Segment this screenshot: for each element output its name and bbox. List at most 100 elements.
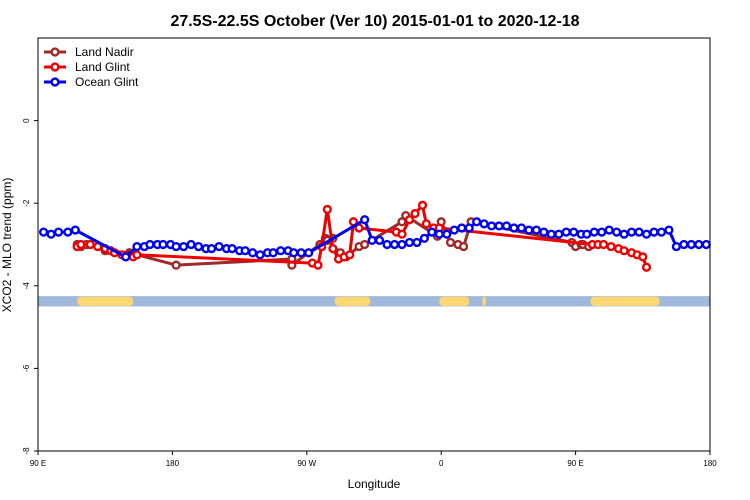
- data-point: [524, 225, 534, 235]
- data-point: [434, 229, 444, 239]
- legend-swatch-marker: [50, 62, 60, 72]
- data-point: [85, 239, 95, 250]
- legend-item: Land Glint: [44, 60, 130, 74]
- data-point: [472, 217, 482, 227]
- data-point: [207, 244, 217, 254]
- data-point: [679, 239, 689, 250]
- legend-label: Ocean Glint: [75, 75, 139, 89]
- data-point: [193, 241, 204, 252]
- data-point: [367, 235, 377, 245]
- land-band-segment: [334, 296, 371, 306]
- land-band-segment: [590, 296, 660, 306]
- data-point: [248, 248, 258, 258]
- data-point: [479, 219, 489, 229]
- data-point: [412, 237, 422, 248]
- legend-swatch-marker: [50, 47, 60, 57]
- y-tick-label: -2: [22, 199, 31, 207]
- data-point: [487, 221, 497, 231]
- data-point: [501, 221, 512, 231]
- data-point: [404, 215, 415, 225]
- legend-item: Land Nadir: [44, 45, 134, 59]
- data-point: [63, 227, 73, 237]
- data-point: [53, 227, 64, 237]
- data-point: [360, 215, 370, 225]
- data-point: [464, 223, 474, 233]
- data-point: [459, 241, 469, 252]
- land-band-segment: [482, 296, 486, 306]
- data-point: [304, 248, 314, 258]
- data-point: [328, 244, 338, 254]
- data-point: [313, 260, 323, 270]
- data-point: [145, 239, 155, 250]
- data-point: [638, 252, 648, 262]
- data-point: [671, 241, 682, 252]
- data-point: [509, 223, 519, 233]
- data-point: [397, 229, 407, 239]
- land-band-segment: [77, 296, 134, 306]
- data-point: [132, 241, 142, 252]
- data-point: [268, 248, 278, 258]
- y-tick-label: -4: [22, 282, 31, 290]
- data-point: [419, 233, 430, 243]
- data-point: [664, 225, 674, 235]
- data-point: [494, 221, 504, 231]
- x-tick-label: 180: [166, 459, 180, 468]
- data-point: [345, 250, 355, 260]
- data-point: [569, 227, 579, 237]
- data-point: [626, 227, 637, 237]
- data-point: [227, 244, 237, 254]
- data-point: [641, 229, 652, 239]
- legend-item: Ocean Glint: [44, 75, 139, 89]
- data-point: [656, 227, 667, 237]
- data-point: [76, 239, 86, 250]
- data-point: [516, 223, 527, 233]
- data-point: [427, 227, 437, 237]
- data-point: [554, 229, 564, 239]
- data-point: [46, 229, 56, 239]
- chart-title: 27.5S-22.5S October (Ver 10) 2015-01-01 …: [170, 13, 579, 30]
- plot-frame: [37, 37, 711, 452]
- data-point: [649, 227, 659, 237]
- data-point: [171, 241, 181, 252]
- data-point: [389, 239, 400, 250]
- legend-swatch-marker: [50, 77, 60, 87]
- data-point: [604, 225, 614, 235]
- data-point: [546, 229, 556, 239]
- data-point: [132, 250, 142, 260]
- data-point: [686, 239, 696, 250]
- y-tick-label: 0: [22, 118, 31, 123]
- data-point: [121, 252, 131, 262]
- data-point: [397, 239, 407, 250]
- data-point: [612, 227, 622, 237]
- legend-label: Land Glint: [75, 60, 130, 74]
- data-point: [410, 208, 420, 219]
- data-point: [179, 241, 189, 252]
- y-axis: 0 -2 -4 -6 -8: [22, 118, 38, 455]
- land-band-segment: [439, 296, 470, 306]
- y-axis-label: XCO2 - MLO trend (ppm): [0, 178, 14, 313]
- data-point: [421, 219, 431, 229]
- data-point: [561, 227, 571, 237]
- data-point: [289, 248, 299, 258]
- data-point: [634, 227, 644, 237]
- data-point: [158, 239, 168, 250]
- series-land-glint: [72, 200, 652, 272]
- data-point: [582, 229, 592, 239]
- x-axis-label: Longitude: [348, 477, 401, 491]
- data-point: [214, 241, 224, 252]
- x-tick-label: 90 E: [567, 459, 583, 468]
- x-tick-label: 90 W: [297, 459, 316, 468]
- data-point: [276, 246, 286, 256]
- data-point: [445, 237, 456, 248]
- legend-label: Land Nadir: [75, 45, 134, 59]
- x-tick-label: 180: [703, 459, 717, 468]
- data-point: [606, 241, 616, 252]
- data-point: [701, 239, 711, 250]
- data-point: [417, 200, 428, 210]
- data-point: [449, 225, 459, 235]
- x-tick-label: 90 E: [30, 459, 46, 468]
- data-point: [619, 229, 629, 239]
- data-point: [694, 239, 704, 250]
